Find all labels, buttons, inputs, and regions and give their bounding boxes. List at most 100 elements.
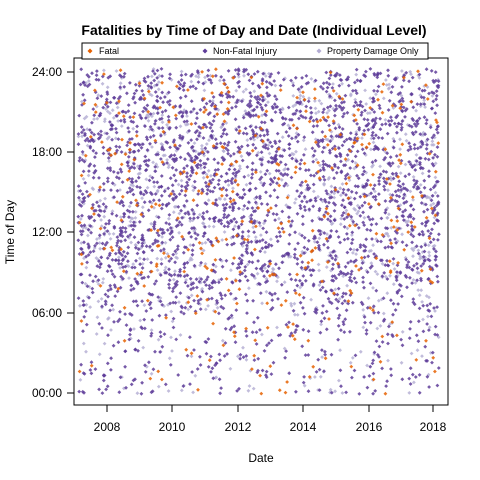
point-non-fatal-injury — [410, 267, 414, 272]
point-non-fatal-injury — [395, 263, 400, 268]
point-non-fatal-injury — [132, 149, 137, 154]
point-non-fatal-injury — [421, 303, 426, 308]
point-non-fatal-injury — [112, 95, 117, 100]
point-property-damage-only — [387, 82, 391, 87]
point-non-fatal-injury — [366, 215, 371, 219]
point-non-fatal-injury — [215, 300, 220, 305]
point-non-fatal-injury — [407, 265, 412, 270]
point-fatal — [347, 176, 351, 180]
point-property-damage-only — [131, 183, 136, 188]
point-non-fatal-injury — [205, 187, 210, 192]
point-property-damage-only — [149, 221, 154, 226]
point-property-damage-only — [294, 197, 298, 201]
point-non-fatal-injury — [423, 243, 428, 247]
point-fatal — [389, 218, 394, 223]
point-non-fatal-injury — [364, 328, 369, 333]
point-fatal — [324, 206, 329, 211]
point-property-damage-only — [97, 352, 102, 357]
point-non-fatal-injury — [122, 120, 127, 124]
point-non-fatal-injury — [415, 179, 419, 184]
point-fatal — [161, 129, 166, 134]
point-non-fatal-injury — [403, 273, 408, 278]
point-property-damage-only — [165, 92, 170, 96]
point-property-damage-only — [369, 136, 374, 141]
point-non-fatal-injury — [238, 195, 242, 200]
point-non-fatal-injury — [117, 145, 122, 149]
point-non-fatal-injury — [245, 298, 250, 303]
point-non-fatal-injury — [345, 110, 350, 115]
point-non-fatal-injury — [386, 263, 391, 268]
point-fatal — [132, 157, 137, 162]
point-non-fatal-injury — [287, 272, 292, 277]
point-property-damage-only — [138, 256, 142, 261]
point-non-fatal-injury — [426, 308, 431, 313]
point-property-damage-only — [316, 109, 321, 114]
point-non-fatal-injury — [202, 165, 207, 170]
point-non-fatal-injury — [178, 273, 183, 278]
point-property-damage-only — [364, 102, 369, 106]
point-non-fatal-injury — [255, 239, 260, 244]
point-property-damage-only — [102, 214, 107, 219]
point-non-fatal-injury — [244, 249, 249, 254]
point-non-fatal-injury — [404, 70, 409, 75]
point-property-damage-only — [174, 204, 178, 209]
point-non-fatal-injury — [151, 133, 156, 138]
point-non-fatal-injury — [104, 387, 108, 392]
point-property-damage-only — [189, 293, 194, 298]
point-non-fatal-injury — [213, 168, 218, 172]
point-non-fatal-injury — [429, 69, 434, 73]
point-non-fatal-injury — [163, 382, 168, 387]
point-property-damage-only — [118, 215, 123, 219]
point-property-damage-only — [76, 189, 81, 193]
point-non-fatal-injury — [417, 72, 422, 77]
point-non-fatal-injury — [340, 203, 344, 208]
point-non-fatal-injury — [272, 102, 277, 107]
point-non-fatal-injury — [76, 184, 81, 188]
point-non-fatal-injury — [237, 131, 241, 135]
point-non-fatal-injury — [418, 190, 423, 195]
point-non-fatal-injury — [220, 264, 225, 269]
point-property-damage-only — [100, 280, 105, 285]
point-fatal — [374, 256, 379, 261]
point-non-fatal-injury — [263, 172, 268, 177]
point-non-fatal-injury — [82, 240, 86, 245]
point-non-fatal-injury — [241, 214, 246, 219]
point-property-damage-only — [350, 233, 354, 237]
point-fatal — [137, 81, 142, 86]
point-property-damage-only — [245, 138, 250, 142]
point-non-fatal-injury — [380, 122, 384, 127]
point-fatal — [286, 325, 290, 329]
point-non-fatal-injury — [187, 153, 192, 158]
point-non-fatal-injury — [280, 226, 285, 231]
point-non-fatal-injury — [278, 160, 283, 165]
point-property-damage-only — [169, 335, 173, 340]
point-non-fatal-injury — [327, 148, 332, 153]
point-non-fatal-injury — [282, 148, 287, 153]
point-non-fatal-injury — [182, 311, 186, 316]
point-non-fatal-injury — [372, 183, 377, 188]
point-property-damage-only — [106, 317, 110, 321]
point-non-fatal-injury — [426, 157, 431, 162]
point-non-fatal-injury — [164, 270, 169, 275]
point-non-fatal-injury — [325, 85, 330, 90]
point-non-fatal-injury — [198, 297, 203, 302]
point-non-fatal-injury — [215, 238, 220, 243]
point-non-fatal-injury — [226, 224, 230, 229]
point-non-fatal-injury — [202, 170, 207, 175]
point-non-fatal-injury — [130, 265, 135, 270]
point-property-damage-only — [100, 81, 105, 86]
point-non-fatal-injury — [430, 135, 435, 140]
point-non-fatal-injury — [195, 116, 199, 121]
point-non-fatal-injury — [373, 158, 378, 163]
point-property-damage-only — [211, 133, 215, 138]
point-non-fatal-injury — [109, 356, 113, 361]
point-non-fatal-injury — [131, 209, 135, 214]
point-non-fatal-injury — [432, 306, 436, 310]
point-non-fatal-injury — [275, 105, 280, 109]
point-non-fatal-injury — [359, 266, 364, 271]
point-non-fatal-injury — [135, 124, 139, 129]
point-non-fatal-injury — [136, 247, 141, 252]
point-fatal — [355, 163, 360, 168]
point-non-fatal-injury — [165, 140, 170, 145]
point-property-damage-only — [128, 336, 133, 341]
